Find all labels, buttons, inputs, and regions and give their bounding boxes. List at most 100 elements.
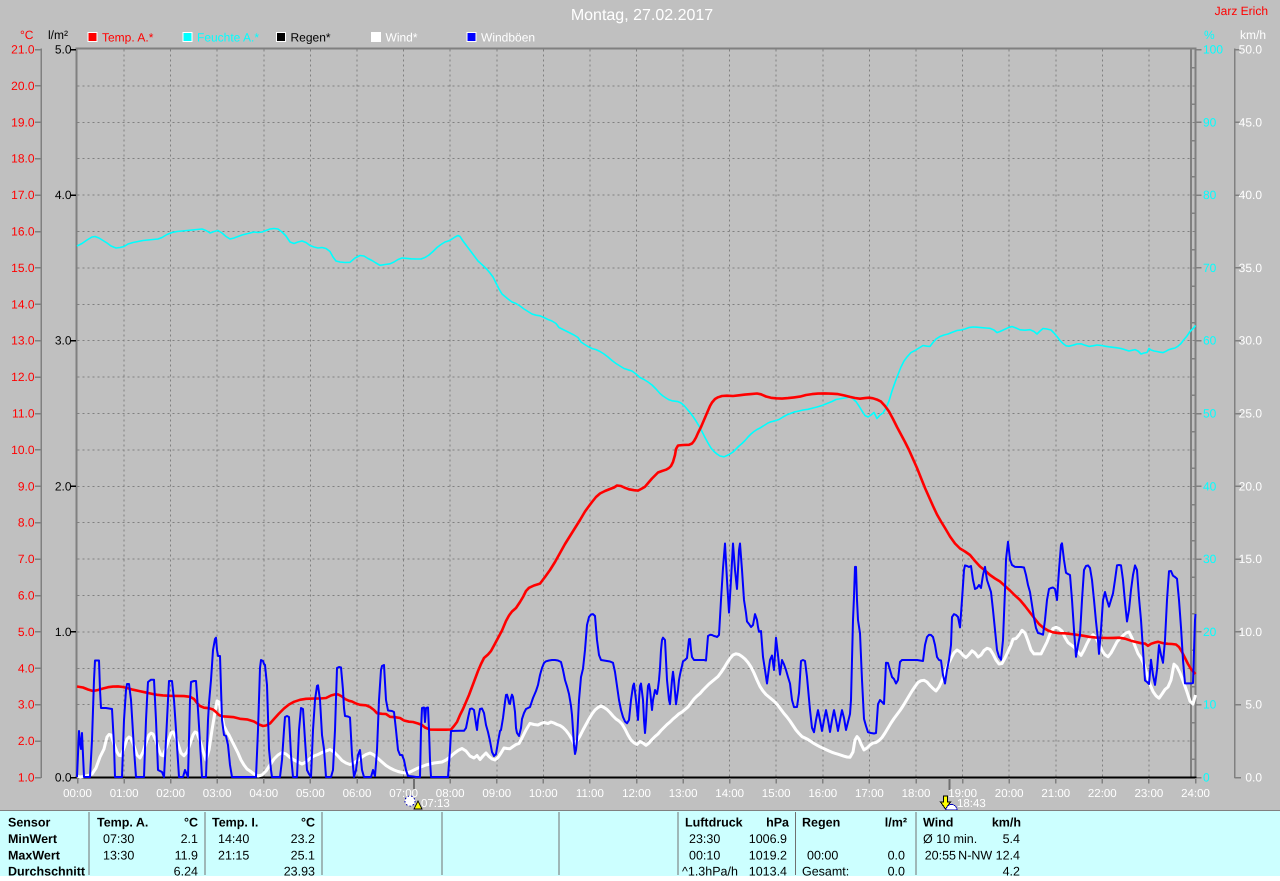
svg-text:01:00: 01:00 <box>110 788 139 800</box>
svg-text:1.0: 1.0 <box>55 625 72 639</box>
svg-text:50.0: 50.0 <box>1239 43 1263 57</box>
svg-text:90: 90 <box>1203 115 1217 129</box>
svg-text:25.1: 25.1 <box>291 849 315 863</box>
svg-text:km/h: km/h <box>1240 28 1266 42</box>
svg-text:14.0: 14.0 <box>11 297 35 311</box>
svg-text:15:00: 15:00 <box>762 788 791 800</box>
svg-text:13:30: 13:30 <box>103 849 134 863</box>
svg-text:MaxWert: MaxWert <box>8 849 61 863</box>
svg-text:11.0: 11.0 <box>12 407 35 421</box>
svg-text:8.0: 8.0 <box>18 516 35 530</box>
svg-text:11:00: 11:00 <box>576 788 604 800</box>
svg-text:07:30: 07:30 <box>103 832 134 846</box>
svg-text:4.0: 4.0 <box>55 188 72 202</box>
svg-text:70: 70 <box>1203 261 1217 275</box>
svg-text:Regen*: Regen* <box>291 31 331 45</box>
svg-text:35.0: 35.0 <box>1239 261 1263 275</box>
svg-text:5.0: 5.0 <box>55 43 72 57</box>
svg-text:23:00: 23:00 <box>1135 788 1164 800</box>
svg-text:15.0: 15.0 <box>11 261 35 275</box>
svg-text:6.24: 6.24 <box>174 865 198 879</box>
svg-text:30.0: 30.0 <box>1239 334 1263 348</box>
svg-text:N-NW 12.4: N-NW 12.4 <box>958 849 1020 863</box>
svg-text:10.0: 10.0 <box>11 443 35 457</box>
svg-text:00:10: 00:10 <box>689 849 720 863</box>
svg-text:22:00: 22:00 <box>1088 788 1117 800</box>
svg-text:00:00: 00:00 <box>807 849 838 863</box>
svg-text:08:00: 08:00 <box>436 788 465 800</box>
svg-text:12.0: 12.0 <box>11 370 35 384</box>
svg-text:25.0: 25.0 <box>1239 407 1263 421</box>
svg-text:0.0: 0.0 <box>55 771 72 785</box>
svg-text:14:00: 14:00 <box>715 788 744 800</box>
svg-text:18.0: 18.0 <box>11 152 35 166</box>
svg-text:14:40: 14:40 <box>218 832 249 846</box>
svg-text:°C: °C <box>20 28 34 42</box>
svg-text:03:00: 03:00 <box>203 788 232 800</box>
svg-text:Temp. A.*: Temp. A.* <box>102 31 154 45</box>
svg-text:15.0: 15.0 <box>1239 552 1263 566</box>
svg-text:6.0: 6.0 <box>18 589 35 603</box>
svg-text:02:00: 02:00 <box>156 788 185 800</box>
svg-text:1.0: 1.0 <box>18 771 35 785</box>
svg-text:10.0: 10.0 <box>1239 625 1263 639</box>
svg-text:Ø 10 min.: Ø 10 min. <box>923 832 977 846</box>
svg-text:Gesamt:: Gesamt: <box>802 865 849 879</box>
svg-text:Wind: Wind <box>923 816 953 830</box>
svg-text:0.0: 0.0 <box>888 865 905 879</box>
svg-text:17:00: 17:00 <box>855 788 884 800</box>
svg-text:50: 50 <box>1203 407 1217 421</box>
svg-text:21.0: 21.0 <box>11 43 35 57</box>
svg-text:^1.3hPa/h: ^1.3hPa/h <box>682 865 738 879</box>
svg-text:7.0: 7.0 <box>18 552 35 566</box>
svg-text:17.0: 17.0 <box>11 188 35 202</box>
svg-text:04:00: 04:00 <box>249 788 278 800</box>
svg-text:l/m²: l/m² <box>48 28 68 42</box>
svg-text:06:00: 06:00 <box>343 788 372 800</box>
svg-text:4.0: 4.0 <box>18 661 35 675</box>
svg-text:00:00: 00:00 <box>63 788 92 800</box>
svg-text:13:00: 13:00 <box>669 788 698 800</box>
svg-text:20: 20 <box>1203 625 1217 639</box>
svg-text:Durchschnitt: Durchschnitt <box>8 865 86 879</box>
svg-text:0: 0 <box>1203 771 1210 785</box>
svg-text:Wind*: Wind* <box>386 31 418 45</box>
svg-text:1006.9: 1006.9 <box>749 832 787 846</box>
svg-text:16.0: 16.0 <box>11 225 35 239</box>
svg-text:Temp. A.: Temp. A. <box>97 816 148 830</box>
svg-text:20:55: 20:55 <box>925 849 956 863</box>
svg-text:21:15: 21:15 <box>218 849 249 863</box>
svg-text:30: 30 <box>1203 552 1217 566</box>
svg-text:%: % <box>1204 28 1215 42</box>
svg-text:2.1: 2.1 <box>181 832 198 846</box>
svg-text:0.0: 0.0 <box>888 849 905 863</box>
svg-text:0.0: 0.0 <box>1245 771 1262 785</box>
svg-text:07:13: 07:13 <box>421 798 450 810</box>
svg-text:40: 40 <box>1203 479 1217 493</box>
svg-text:23.2: 23.2 <box>291 832 315 846</box>
svg-text:1013.4: 1013.4 <box>749 865 787 879</box>
svg-text:Windböen: Windböen <box>481 31 535 45</box>
svg-text:1019.2: 1019.2 <box>749 849 787 863</box>
svg-text:05:00: 05:00 <box>296 788 325 800</box>
svg-text:20.0: 20.0 <box>11 79 35 93</box>
svg-text:5.4: 5.4 <box>1003 832 1020 846</box>
svg-text:11.9: 11.9 <box>175 849 198 863</box>
svg-text:Sensor: Sensor <box>8 816 51 830</box>
svg-text:Regen: Regen <box>802 816 840 830</box>
svg-text:°C: °C <box>301 816 315 830</box>
svg-text:100: 100 <box>1203 43 1223 57</box>
svg-text:MinWert: MinWert <box>8 832 58 846</box>
svg-text:2.0: 2.0 <box>55 479 72 493</box>
svg-text:3.0: 3.0 <box>18 698 35 712</box>
svg-text:Feuchte A.*: Feuchte A.* <box>197 31 259 45</box>
svg-text:10: 10 <box>1203 698 1217 712</box>
svg-text:Montag, 27.02.2017: Montag, 27.02.2017 <box>571 7 713 24</box>
svg-text:23.93: 23.93 <box>284 865 315 879</box>
svg-text:Luftdruck: Luftdruck <box>685 816 743 830</box>
svg-text:18:00: 18:00 <box>902 788 931 800</box>
svg-text:km/h: km/h <box>992 816 1021 830</box>
svg-text:21:00: 21:00 <box>1041 788 1070 800</box>
svg-text:Temp. I.: Temp. I. <box>212 816 258 830</box>
svg-text:20:00: 20:00 <box>995 788 1024 800</box>
